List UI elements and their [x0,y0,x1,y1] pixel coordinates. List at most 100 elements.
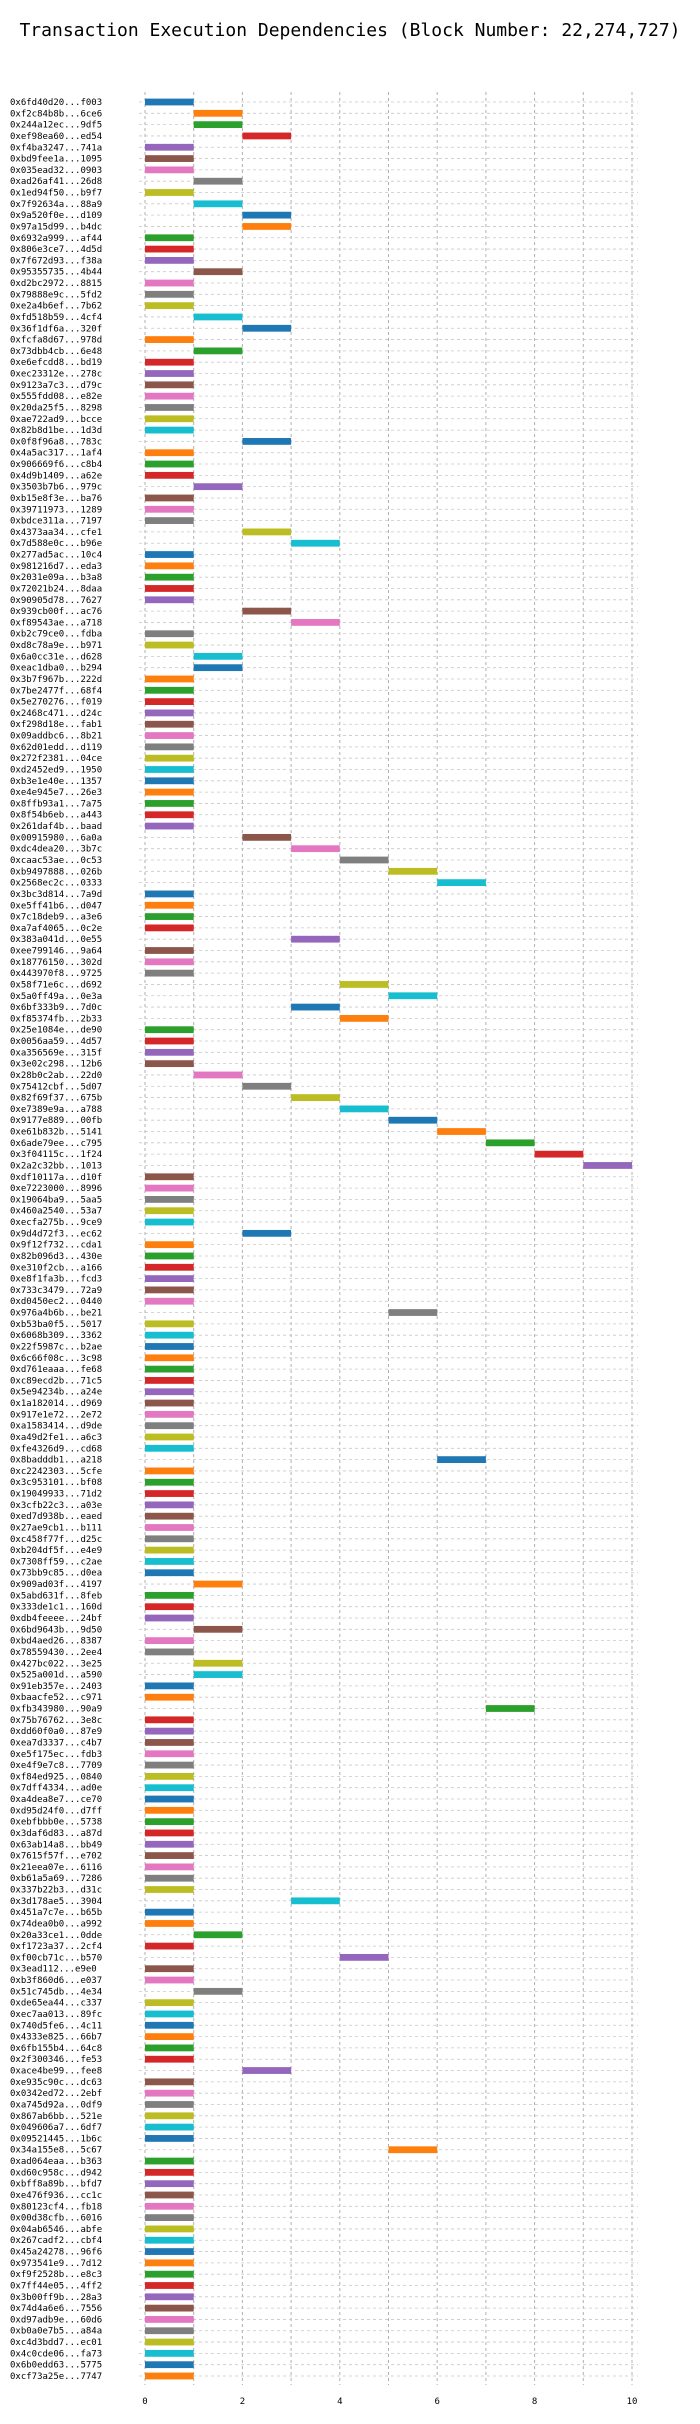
dependency-bar [145,641,194,649]
transaction-label: 0x20a33ce1...0dde [10,1931,102,1941]
dependency-bar [145,1377,194,1384]
transaction-label: 0x2a2c32bb...1013 [10,1161,102,1171]
transaction-label: 0xdd60f0a0...87e9 [10,1727,102,1737]
dependency-bar [145,2135,194,2142]
transaction-label: 0xd761eaaa...fe68 [10,1365,102,1375]
dependency-bar [339,1105,389,1113]
x-tick-label: 0 [142,2397,147,2407]
dependency-bar [339,981,389,988]
transaction-label: 0xe5f175ec...fdb3 [10,1750,102,1760]
dependency-bar [242,132,292,140]
dependency-bar [145,2180,194,2188]
dependency-bar [145,155,194,162]
transaction-label: 0xec23312e...278c [10,370,102,380]
transaction-label: 0x82b8d1be...1d3d [10,426,102,436]
transaction-label: 0x63ab14a8...bb49 [10,1840,102,1850]
transaction-label: 0x90905d78...7627 [10,596,102,606]
grid-layer [139,92,638,2385]
dependency-bar [193,200,243,208]
dependency-bar [145,1422,194,1430]
dependency-bar [193,347,243,355]
transaction-label: 0x8ffb93a1...7a75 [10,799,102,809]
dependency-bar [145,2270,194,2278]
dependency-bar [145,2191,194,2199]
transaction-label: 0xc4d3bdd7...ec01 [10,2338,102,2348]
dependency-bar [242,211,292,219]
dependency-bar [193,664,243,672]
dependency-bar [145,958,194,966]
dependency-bar [145,2259,194,2267]
transaction-label: 0xee799146...9a64 [10,947,102,957]
transaction-label: 0xace4be99...fee8 [10,2067,102,2077]
transaction-label: 0x73dbb4cb...6e48 [10,347,102,357]
dependency-bar [242,528,292,536]
transaction-label: 0xfb343980...90a9 [10,1705,102,1715]
dependency-bar [145,2304,194,2312]
transaction-label: 0xa745d92a...0df9 [10,2100,102,2110]
x-tick-label: 8 [532,2397,537,2407]
transaction-label: 0x3d178ae5...3904 [10,1897,102,1907]
dependency-bar [145,585,194,592]
dependency-bar [145,1490,194,1497]
dependency-bar [145,279,194,287]
dependency-bar [145,1410,194,1418]
dependency-bar [145,1942,194,1950]
x-tick-labels-layer: 0 2 4 6 8 10 [142,2397,637,2407]
transaction-label: 0x4d9b1409...a62e [10,471,102,481]
dependency-bar [145,449,194,457]
transaction-label: 0x244a12ec...9df5 [10,121,102,131]
dependency-bar [485,1705,535,1712]
dependency-bar [145,777,194,785]
transaction-label: 0x80123cf4...fb18 [10,2202,102,2212]
transaction-label: 0x28b0c2ab...22d0 [10,1071,102,1081]
dependency-bar [145,743,194,751]
transaction-label: 0x939cb00f...ac76 [10,607,102,617]
dependency-bar [193,1931,243,1939]
dependency-bar [291,1897,340,1905]
dependency-bar [145,1965,194,1973]
dependency-bar [145,913,194,920]
transaction-label: 0x82f69f37...675b [10,1094,102,1104]
dependency-bar [145,1795,194,1803]
transaction-label: 0xd2bc2972...8815 [10,279,102,289]
dependency-bar [291,1003,340,1011]
dependency-bar [145,2361,194,2369]
dependency-bar [145,1863,194,1871]
transaction-label: 0x049606a7...6df7 [10,2123,102,2133]
dependency-bar [145,1388,194,1396]
transaction-label: 0x3f04115c...1f24 [10,1150,102,1160]
transaction-label: 0x6c66f08c...3c98 [10,1354,102,1364]
transaction-label: 0xebfbbb0e...5738 [10,1818,102,1828]
dependency-bar [145,2349,194,2357]
dependency-bar [145,404,194,411]
dependency-bar [145,1750,194,1758]
dependency-bar [145,1806,194,1814]
transaction-label: 0x2031e09a...b3a8 [10,573,102,583]
transaction-label: 0x5e94234b...a24e [10,1388,102,1398]
dependency-bar [145,573,194,581]
dependency-bar [388,1309,438,1316]
transaction-label: 0xec7aa013...89fc [10,2010,102,2020]
dependency-bar [193,1071,243,1079]
dependency-bar [145,1637,194,1645]
dependency-bar [193,1659,243,1667]
dependency-bar [242,607,292,615]
dependency-bar [145,143,194,151]
transaction-label: 0xe61b832b...5141 [10,1128,102,1138]
transaction-label: 0x906669f6...c8b4 [10,460,102,470]
transaction-label: 0x09521445...1b6c [10,2134,102,2144]
transaction-label: 0xd97adb9e...60d6 [10,2315,102,2325]
transaction-label: 0x82b096d3...430e [10,1252,102,1262]
dependency-bar [145,732,194,739]
transaction-label: 0xb15e8f3e...ba76 [10,494,102,504]
dependency-bar [145,1761,194,1769]
transaction-label: 0x73bb9c85...d0ea [10,1569,102,1579]
transaction-label: 0xe4f9e7c8...7709 [10,1761,102,1771]
dependency-bar [145,1037,194,1045]
dependency-bar [145,1908,194,1916]
dependency-bar [242,324,292,332]
dependency-bar [145,245,194,253]
dependency-bar [437,879,486,887]
transaction-label: 0x75b76762...3e8c [10,1716,102,1726]
